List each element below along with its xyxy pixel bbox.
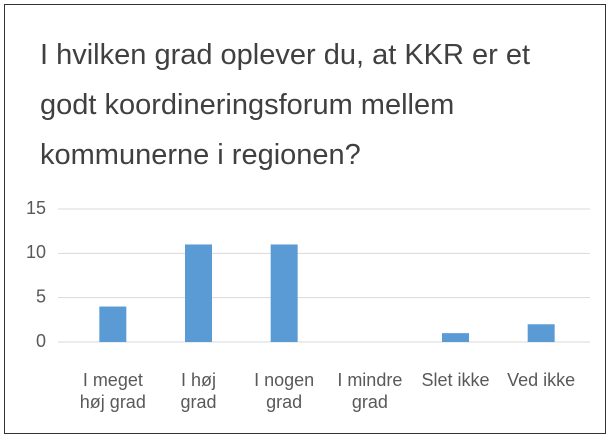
x-tick-label: Ved ikke bbox=[507, 370, 576, 390]
x-tick-label: I nogen grad bbox=[254, 370, 315, 412]
y-tick-label: 0 bbox=[36, 331, 46, 351]
x-tick-label: I meget høj grad bbox=[79, 370, 146, 412]
chart-title: I hvilken grad oplever du, at KKR er et … bbox=[40, 39, 531, 171]
plot: 0 5 10 15 bbox=[26, 198, 590, 351]
x-tick-label: Slet ikke bbox=[421, 370, 490, 390]
bar bbox=[527, 324, 555, 342]
y-tick-label: 5 bbox=[36, 286, 46, 306]
page: I hvilken grad oplever du, at KKR er et … bbox=[4, 4, 606, 434]
y-tick-label: 10 bbox=[26, 242, 46, 262]
x-tick-label: I mindre grad bbox=[337, 370, 403, 412]
bar bbox=[185, 244, 212, 342]
bar bbox=[99, 306, 127, 342]
bar bbox=[270, 244, 298, 342]
x-tick-label: I høj grad bbox=[180, 370, 217, 412]
y-tick-label: 15 bbox=[26, 198, 46, 218]
bar bbox=[442, 333, 469, 342]
